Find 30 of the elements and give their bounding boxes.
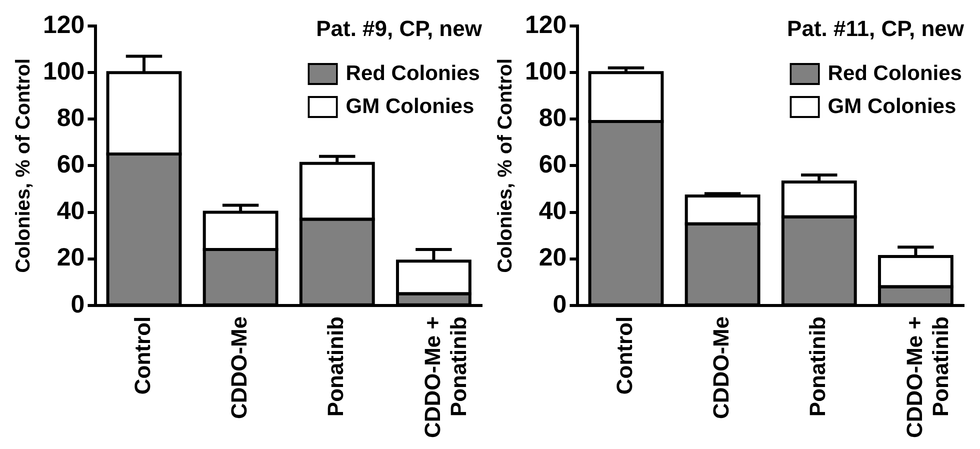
x-tick-label: Ponatinib [323, 316, 348, 417]
chart-title: Pat. #11, CP, new [787, 16, 965, 42]
legend-label: Red Colonies [828, 62, 962, 85]
chart-title: Pat. #9, CP, new [316, 16, 483, 42]
y-tick-label: 20 [538, 244, 567, 272]
y-axis-title: Colonies, % of Control [12, 58, 35, 273]
x-tick-label: CDDO-Me [708, 316, 734, 420]
y-tick-label: 100 [524, 57, 567, 86]
x-tick-label: Control [130, 316, 156, 395]
y-tick-label: 80 [538, 104, 567, 132]
x-tick-label: CDDO-Me [226, 316, 252, 420]
x-tick-label: Control [612, 316, 638, 395]
y-axis-title: Colonies, % of Control [494, 58, 517, 273]
y-tick-label: 60 [56, 150, 85, 179]
y-tick-label: 40 [538, 197, 567, 226]
y-tick-label: 100 [42, 57, 85, 86]
y-tick-label: 0 [70, 290, 85, 318]
legend-label: GM Colonies [828, 94, 956, 118]
y-tick-label: 20 [56, 244, 85, 272]
x-tick-label: CDDO-Me + Ponatinib [902, 316, 954, 438]
legend-label: GM Colonies [346, 94, 474, 118]
legend-label: Red Colonies [346, 62, 480, 85]
y-tick-label: 120 [524, 10, 567, 39]
x-tick-label: CDDO-Me + Ponatinib [420, 316, 472, 438]
y-tick-label: 80 [56, 104, 85, 132]
y-tick-label: 0 [552, 290, 567, 318]
y-tick-label: 60 [538, 150, 567, 179]
y-tick-label: 40 [56, 197, 85, 226]
x-tick-label: Ponatinib [805, 316, 830, 417]
y-tick-label: 120 [42, 10, 85, 39]
